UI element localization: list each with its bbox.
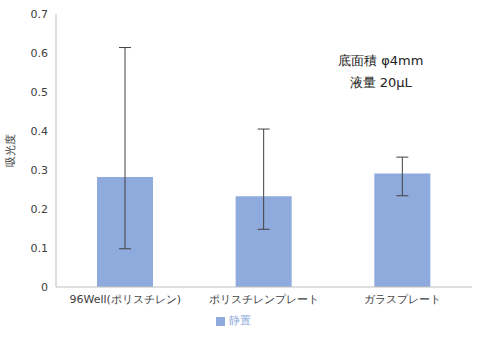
html-text:静置: 静置 [228, 314, 251, 327]
svg-text:ポリスチレンプレート: ポリスチレンプレート [209, 293, 319, 306]
svg-text:0.6: 0.6 [31, 47, 49, 60]
svg-text:96Well(ポリスチレン): 96Well(ポリスチレン) [69, 293, 181, 306]
svg-text:0.4: 0.4 [31, 125, 49, 138]
html-text:底面積 φ4mm: 底面積 φ4mm [338, 53, 424, 68]
svg-text:ガラスプレート: ガラスプレート [364, 293, 441, 306]
svg-text:0: 0 [41, 281, 48, 294]
svg-text:0.3: 0.3 [31, 164, 49, 177]
html-text:液量 20μL: 液量 20μL [349, 75, 412, 90]
svg-text:0.2: 0.2 [31, 203, 49, 216]
svg-text:0.7: 0.7 [31, 8, 49, 21]
svg-text:吸光度: 吸光度 [4, 134, 17, 167]
svg-text:0.1: 0.1 [31, 242, 49, 255]
svg-text:0.5: 0.5 [31, 86, 49, 99]
